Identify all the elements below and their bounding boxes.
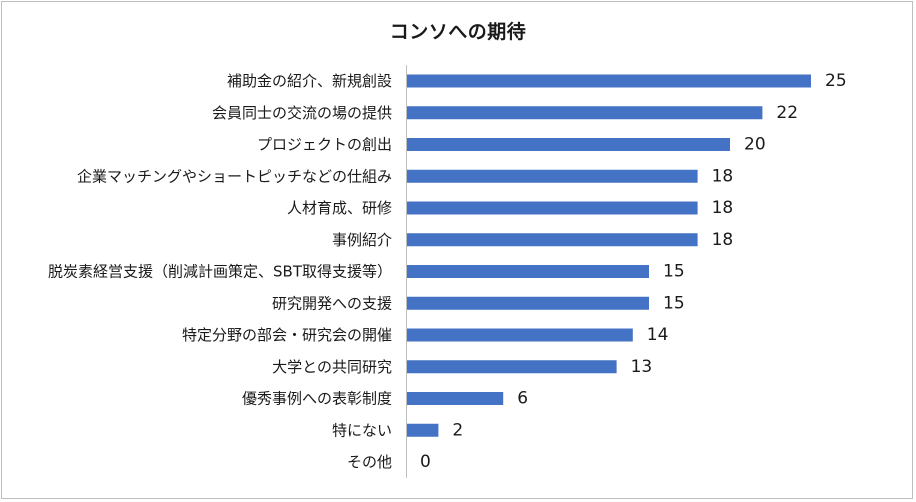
category-label: プロジェクトの創出 [257, 136, 392, 154]
data-label: 0 [420, 452, 431, 472]
bar [406, 423, 439, 437]
bar [406, 328, 633, 342]
category-label: その他 [347, 453, 392, 471]
category-label: 大学との共同研究 [272, 358, 392, 376]
category-label: 会員同士の交流の場の提供 [212, 104, 392, 122]
category-label: 企業マッチングやショートピッチなどの仕組み [77, 167, 392, 185]
category-label: 優秀事例への表彰制度 [242, 390, 392, 408]
data-label: 25 [825, 71, 847, 91]
bar [406, 74, 811, 88]
data-label: 18 [712, 166, 734, 186]
bar [406, 296, 649, 310]
bar [406, 138, 730, 151]
bar [406, 169, 698, 183]
data-label: 22 [776, 103, 798, 123]
data-label: 18 [712, 198, 734, 218]
bar [406, 201, 698, 215]
category-label: 補助金の紹介、新規創設 [227, 72, 392, 90]
bar [406, 360, 617, 374]
data-label: 20 [744, 135, 766, 155]
data-label: 14 [647, 325, 669, 345]
category-label: 特定分野の部会・研究会の開催 [182, 326, 392, 344]
data-label: 18 [712, 230, 734, 250]
data-label: 6 [517, 389, 528, 409]
data-label: 15 [663, 293, 685, 313]
bar [406, 265, 649, 278]
data-label: 15 [663, 262, 685, 282]
data-label: 2 [452, 420, 463, 440]
data-label: 13 [631, 357, 653, 377]
category-label: 特にない [332, 421, 392, 439]
bar [406, 233, 698, 247]
category-label: 研究開発への支援 [272, 294, 392, 312]
bar [406, 106, 763, 120]
category-label: 事例紹介 [332, 231, 392, 249]
chart-title: コンソへの期待 [389, 21, 527, 43]
category-label: 人材育成、研修 [287, 199, 392, 217]
bar [406, 392, 504, 405]
category-label: 脱炭素経営支援（削減計画策定、SBT取得支援等） [48, 263, 392, 281]
